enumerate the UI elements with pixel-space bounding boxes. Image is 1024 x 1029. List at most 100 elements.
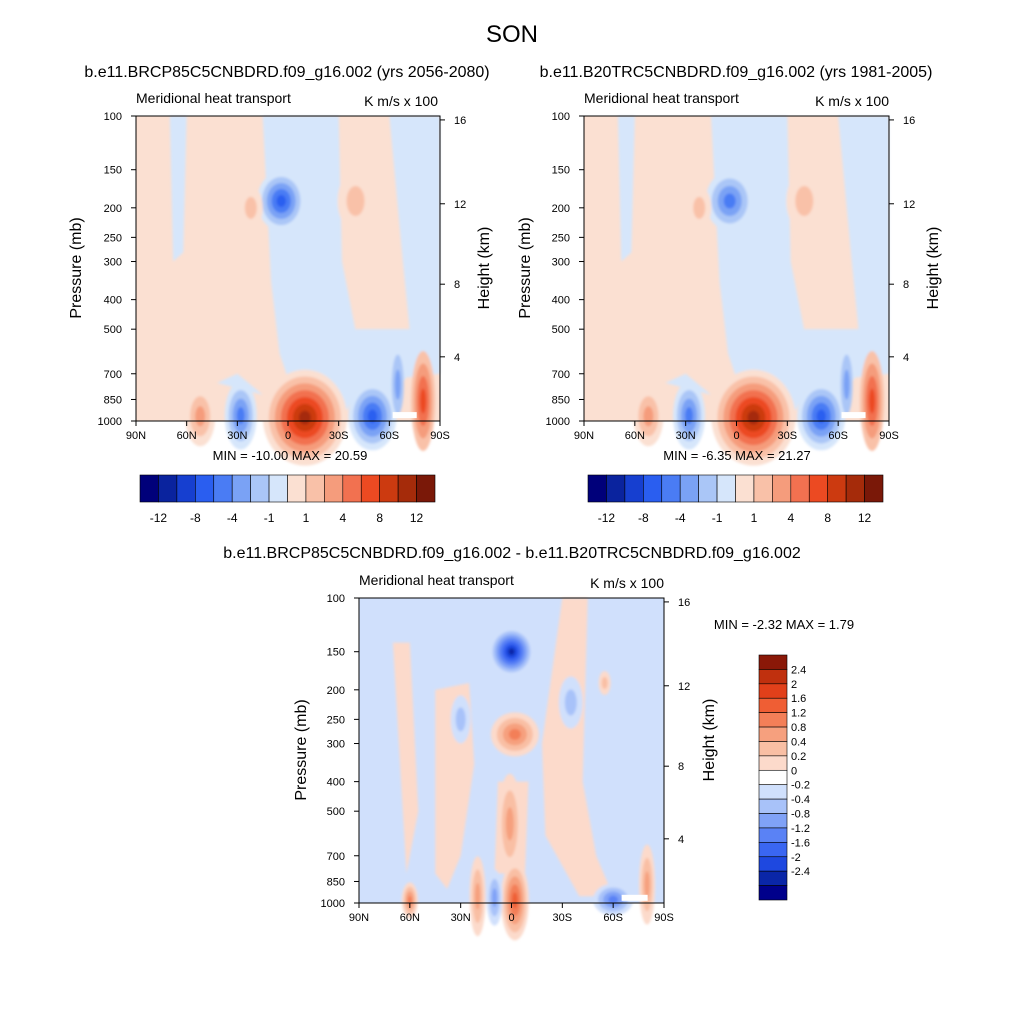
colorbar-swatch	[790, 474, 810, 503]
y-tick-label: 100	[552, 111, 570, 123]
missing-data-patch	[841, 412, 866, 419]
contour-surface-negative-north	[236, 407, 245, 425]
colorbar-swatch	[808, 474, 828, 503]
y-tick-label: 500	[552, 324, 570, 336]
colorbar-swatch	[864, 474, 884, 503]
x-tick-label: 90S	[654, 912, 674, 924]
colorbar-swatch	[716, 474, 736, 503]
panel-title: b.e11.BRCP85C5CNBDRD.f09_g16.002 - b.e11…	[223, 545, 801, 562]
colorbar-swatch	[624, 474, 644, 503]
x-tick-label: 90S	[430, 430, 450, 442]
colorbar-label: 4	[339, 511, 346, 525]
y2-tick-label: 12	[678, 681, 690, 693]
y-tick-label: 700	[552, 369, 570, 381]
colorbar-swatch	[758, 712, 788, 728]
colorbar-label: -12	[598, 511, 616, 525]
colorbar-swatch	[342, 474, 362, 503]
y-tick-label: 200	[552, 203, 570, 215]
region-negative-north-strip	[169, 116, 187, 262]
y-tick-label: 500	[104, 324, 122, 336]
y-tick-label: 400	[327, 777, 345, 789]
colorbar-swatch	[416, 474, 436, 503]
colorbar-label: -0.4	[791, 794, 810, 806]
panel-right-label: K m/s x 100	[815, 93, 889, 109]
colorbar-label: 8	[824, 511, 831, 525]
colorbar-swatch	[758, 856, 788, 872]
colorbar-label: -4	[675, 511, 686, 525]
contour-upper-negative	[723, 193, 736, 209]
y2-axis-label: Height (km)	[476, 227, 493, 310]
y-axis-label: Pressure (mb)	[293, 699, 310, 800]
x-tick-label: 0	[733, 430, 739, 442]
colorbar-swatch	[758, 697, 788, 713]
colorbar-swatch	[213, 474, 233, 503]
axes: 90N 60N 30N 0 30S 60S 90S 100 150 200 250 300 400 500…	[98, 111, 467, 442]
stats-label: MIN = -6.35 MAX = 21.27	[663, 448, 810, 463]
colorbar-swatch	[758, 669, 788, 685]
y-tick-label: 200	[327, 685, 345, 697]
y-tick-label: 250	[104, 232, 122, 244]
contour-blue-streak	[843, 369, 850, 400]
field-layers	[392, 598, 656, 941]
colorbar-vertical: 2.4 2 1.6 1.2 0.8 0.4 0.2 0 -0.2 -0.4 -0.8 -1.2 -1.6…	[758, 654, 810, 901]
y2-tick-label: 12	[903, 199, 915, 211]
y-tick-label: 150	[104, 165, 122, 177]
region-positive-south	[542, 598, 614, 897]
colorbar-swatch	[587, 474, 607, 503]
contour-south-high-positive	[420, 388, 427, 414]
plot-area	[135, 115, 441, 466]
colorbar-label: 12	[410, 511, 424, 525]
panel-right-label: K m/s x 100	[364, 93, 438, 109]
colorbar-swatch	[250, 474, 270, 503]
colorbar-swatch	[758, 741, 788, 757]
colorbar-swatch	[324, 474, 344, 503]
y-tick-label: 100	[104, 111, 122, 123]
colorbar-label: -1	[712, 511, 723, 525]
colorbar-swatch	[753, 474, 773, 503]
contour-upper-positive-north	[244, 196, 257, 219]
colorbar-swatch	[698, 474, 718, 503]
x-tick-label: 90S	[879, 430, 899, 442]
stats-label: MIN = -10.00 MAX = 20.59	[213, 448, 368, 463]
panel-top-right: b.e11.B20TRC5CNBDRD.f09_g16.002 (yrs 198…	[517, 64, 942, 525]
x-tick-label: 30S	[329, 430, 349, 442]
y2-tick-label: 16	[903, 115, 915, 127]
x-tick-label: 60S	[380, 430, 400, 442]
panel-top-left: b.e11.BRCP85C5CNBDRD.f09_g16.002 (yrs 20…	[68, 64, 493, 525]
colorbar-swatch	[158, 474, 178, 503]
x-tick-label: 0	[508, 912, 514, 924]
y-tick-label: 1000	[321, 898, 345, 910]
panel-title: b.e11.BRCP85C5CNBDRD.f09_g16.002 (yrs 20…	[84, 64, 489, 81]
y2-axis-label: Height (km)	[925, 227, 942, 310]
y-tick-label: 500	[327, 806, 345, 818]
contour-positive-core-mid	[505, 807, 514, 841]
y-tick-label: 300	[552, 257, 570, 269]
colorbar-swatch	[772, 474, 792, 503]
colorbar-swatch	[758, 784, 788, 800]
colorbar-label: -0.8	[791, 809, 810, 821]
contour-field	[359, 598, 664, 941]
contour-negative-core-upper	[508, 648, 515, 656]
contour-surface-negative-south	[367, 409, 378, 424]
colorbar-label: 0.4	[791, 736, 806, 748]
axes: 90N 60N 30N 0 30S 60S 90S 100 150 200 250 300 400 500…	[321, 593, 691, 924]
x-tick-label: 60S	[828, 430, 848, 442]
region-negative-south-upper	[389, 116, 440, 364]
colorbar-label: 0	[791, 765, 797, 777]
y-tick-label: 100	[327, 593, 345, 605]
panel-title: b.e11.B20TRC5CNBDRD.f09_g16.002 (yrs 198…	[540, 64, 933, 81]
region-negative-south-upper	[838, 116, 889, 364]
x-tick-label: 30N	[676, 430, 696, 442]
y-tick-label: 1000	[546, 416, 570, 428]
colorbar-label: -12	[150, 511, 168, 525]
colorbar-label: 2.4	[791, 664, 806, 676]
x-tick-label: 0	[285, 430, 291, 442]
contour-upper-positive-south	[346, 186, 365, 217]
colorbar-swatch	[758, 769, 788, 786]
y-tick-label: 850	[552, 394, 570, 406]
missing-data-patch	[621, 894, 648, 901]
contour-positive-core-surface	[512, 892, 518, 909]
colorbar-swatch	[139, 474, 159, 503]
colorbar-swatch	[661, 474, 681, 503]
